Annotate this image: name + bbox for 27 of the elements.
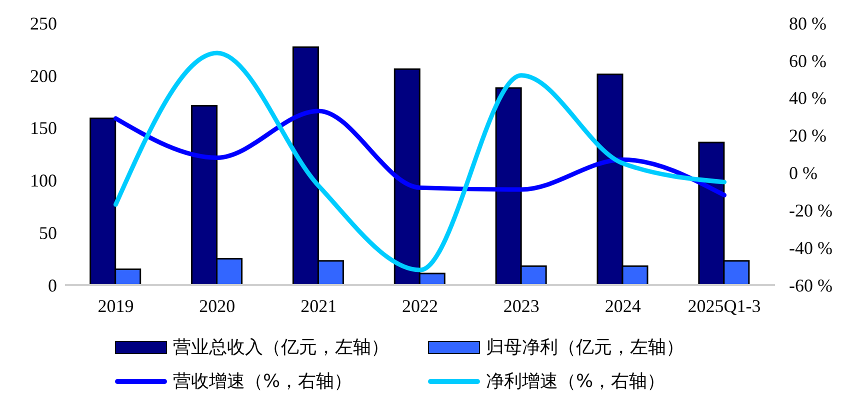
y-tick-label: 200 xyxy=(30,66,57,86)
y2-tick-label: -40 % xyxy=(789,238,832,258)
legend-label: 净利增速（%，右轴） xyxy=(486,370,666,393)
x-tick-label: 2019 xyxy=(98,296,134,316)
legend-label: 营业总收入（亿元，左轴） xyxy=(173,336,389,359)
x-tick-label: 2023 xyxy=(503,296,540,316)
legend-label: 营收增速（%，右轴） xyxy=(173,370,352,393)
y-tick-label: 0 xyxy=(48,275,57,296)
x-tick-label: 2024 xyxy=(604,296,641,316)
y-tick-label: 150 xyxy=(30,118,57,138)
y-tick-label: 100 xyxy=(30,170,57,191)
y2-tick-label: 0 % xyxy=(789,163,818,184)
y2-tick-label: 20 % xyxy=(789,126,826,146)
x-tick-label: 2022 xyxy=(402,296,438,316)
x-tick-label: 2025Q1-3 xyxy=(688,296,761,316)
x-tick-label: 2021 xyxy=(300,296,337,316)
y2-tick-label: -60 % xyxy=(789,275,832,296)
y2-tick-label: 40 % xyxy=(789,88,826,108)
line-series xyxy=(113,108,727,198)
y-tick-label: 50 xyxy=(39,222,57,243)
y-tick-label: 250 xyxy=(30,13,57,34)
y2-tick-label: 60 % xyxy=(789,50,826,71)
y2-tick-label: 80 % xyxy=(789,13,826,34)
x-tick-label: 2020 xyxy=(199,296,236,316)
legend-label: 归母净利（亿元，左轴） xyxy=(486,336,684,359)
line-series xyxy=(113,50,727,272)
y2-tick-label: -20 % xyxy=(789,200,832,221)
